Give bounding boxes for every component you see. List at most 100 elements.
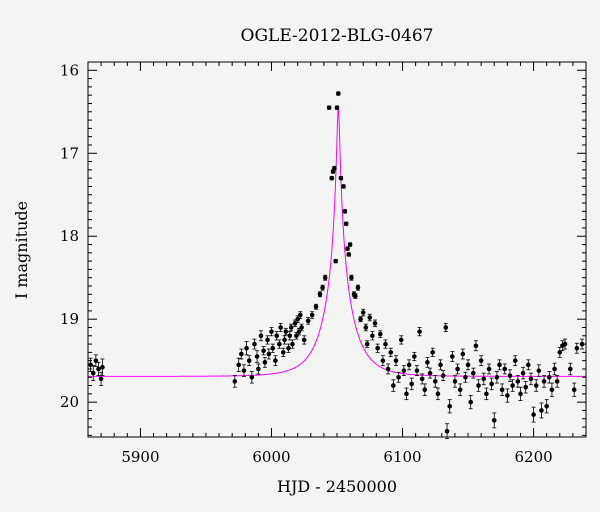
data-point <box>571 382 577 397</box>
data-point <box>544 399 549 414</box>
data-marker <box>557 350 563 355</box>
data-point <box>554 375 560 388</box>
data-marker <box>554 379 560 384</box>
data-point <box>258 330 264 342</box>
data-marker <box>447 404 453 409</box>
data-point <box>427 367 433 379</box>
data-point <box>396 371 401 383</box>
data-marker <box>341 184 346 189</box>
data-marker <box>455 366 460 372</box>
data-point <box>90 365 96 381</box>
data-marker <box>460 351 466 357</box>
data-marker <box>438 362 443 368</box>
data-marker <box>494 374 500 380</box>
data-marker <box>491 418 497 423</box>
data-marker <box>244 345 249 351</box>
data-marker <box>422 387 428 393</box>
data-point <box>447 399 453 414</box>
data-marker <box>468 399 473 405</box>
data-marker <box>567 366 573 372</box>
data-marker <box>398 337 404 343</box>
data-marker <box>370 333 375 339</box>
data-point <box>414 365 420 377</box>
data-point <box>499 383 505 396</box>
data-marker <box>317 292 323 297</box>
data-marker <box>497 362 502 368</box>
data-marker <box>270 345 276 351</box>
data-point <box>552 362 557 376</box>
y-tick-labels: 16 17 18 19 20 <box>60 61 79 411</box>
data-marker <box>358 316 363 322</box>
x-tick-label: 6200 <box>514 448 552 466</box>
data-marker <box>536 368 542 373</box>
data-marker <box>246 358 252 363</box>
x-tick-label: 5900 <box>121 448 159 466</box>
data-point <box>401 365 407 377</box>
data-marker <box>388 350 394 355</box>
data-point <box>370 331 375 341</box>
data-marker <box>290 341 295 347</box>
data-point <box>298 311 303 319</box>
data-marker <box>541 379 547 384</box>
data-marker <box>252 341 257 347</box>
data-marker <box>476 383 481 388</box>
data-marker <box>363 325 369 330</box>
x-axis-label: HJD - 2450000 <box>277 477 397 496</box>
data-point <box>497 359 502 371</box>
y-tick-label: 18 <box>60 227 79 245</box>
data-point <box>261 346 266 356</box>
x-tick-label: 6000 <box>252 448 290 466</box>
data-point <box>372 319 378 328</box>
data-marker <box>256 366 261 372</box>
data-marker <box>346 252 352 257</box>
data-marker <box>465 362 471 368</box>
data-marker <box>391 383 396 388</box>
data-point <box>507 369 513 382</box>
data-point <box>332 165 337 171</box>
data-marker <box>507 373 513 378</box>
data-marker <box>432 379 438 384</box>
data-point <box>96 361 101 377</box>
data-point <box>246 355 252 367</box>
data-point <box>355 284 361 291</box>
data-marker <box>274 333 280 339</box>
data-marker <box>443 325 449 330</box>
data-marker <box>486 366 492 372</box>
data-marker <box>518 391 523 397</box>
data-marker <box>287 333 293 339</box>
data-marker <box>520 370 526 376</box>
data-marker <box>414 368 420 373</box>
data-marker <box>502 366 508 372</box>
data-marker <box>90 370 96 376</box>
y-tick-label: 17 <box>60 144 79 162</box>
model-curve <box>87 107 586 377</box>
data-marker <box>93 358 99 363</box>
data-marker <box>320 285 325 290</box>
data-point <box>313 303 319 310</box>
data-marker <box>326 105 332 110</box>
data-marker <box>401 368 407 373</box>
x-tick-labels: 5900 6000 6100 6200 <box>121 448 552 466</box>
data-point <box>290 339 295 349</box>
data-marker <box>322 275 328 281</box>
data-marker <box>347 242 353 247</box>
data-point <box>363 323 369 332</box>
data-point <box>342 209 348 214</box>
data-point <box>236 357 242 372</box>
data-point <box>562 338 568 350</box>
data-point <box>468 395 473 410</box>
data-point <box>256 363 261 375</box>
data-marker <box>336 91 341 96</box>
data-marker <box>427 370 433 376</box>
data-point <box>541 375 547 388</box>
data-point <box>286 343 291 353</box>
data-point <box>336 91 341 96</box>
data-point <box>309 311 315 319</box>
y-tick-label: 20 <box>60 393 79 411</box>
data-point <box>567 362 573 376</box>
axis-ticks <box>88 62 587 437</box>
data-marker <box>531 412 536 417</box>
data-point <box>528 372 534 386</box>
data-point <box>489 377 494 391</box>
data-marker <box>355 285 361 290</box>
